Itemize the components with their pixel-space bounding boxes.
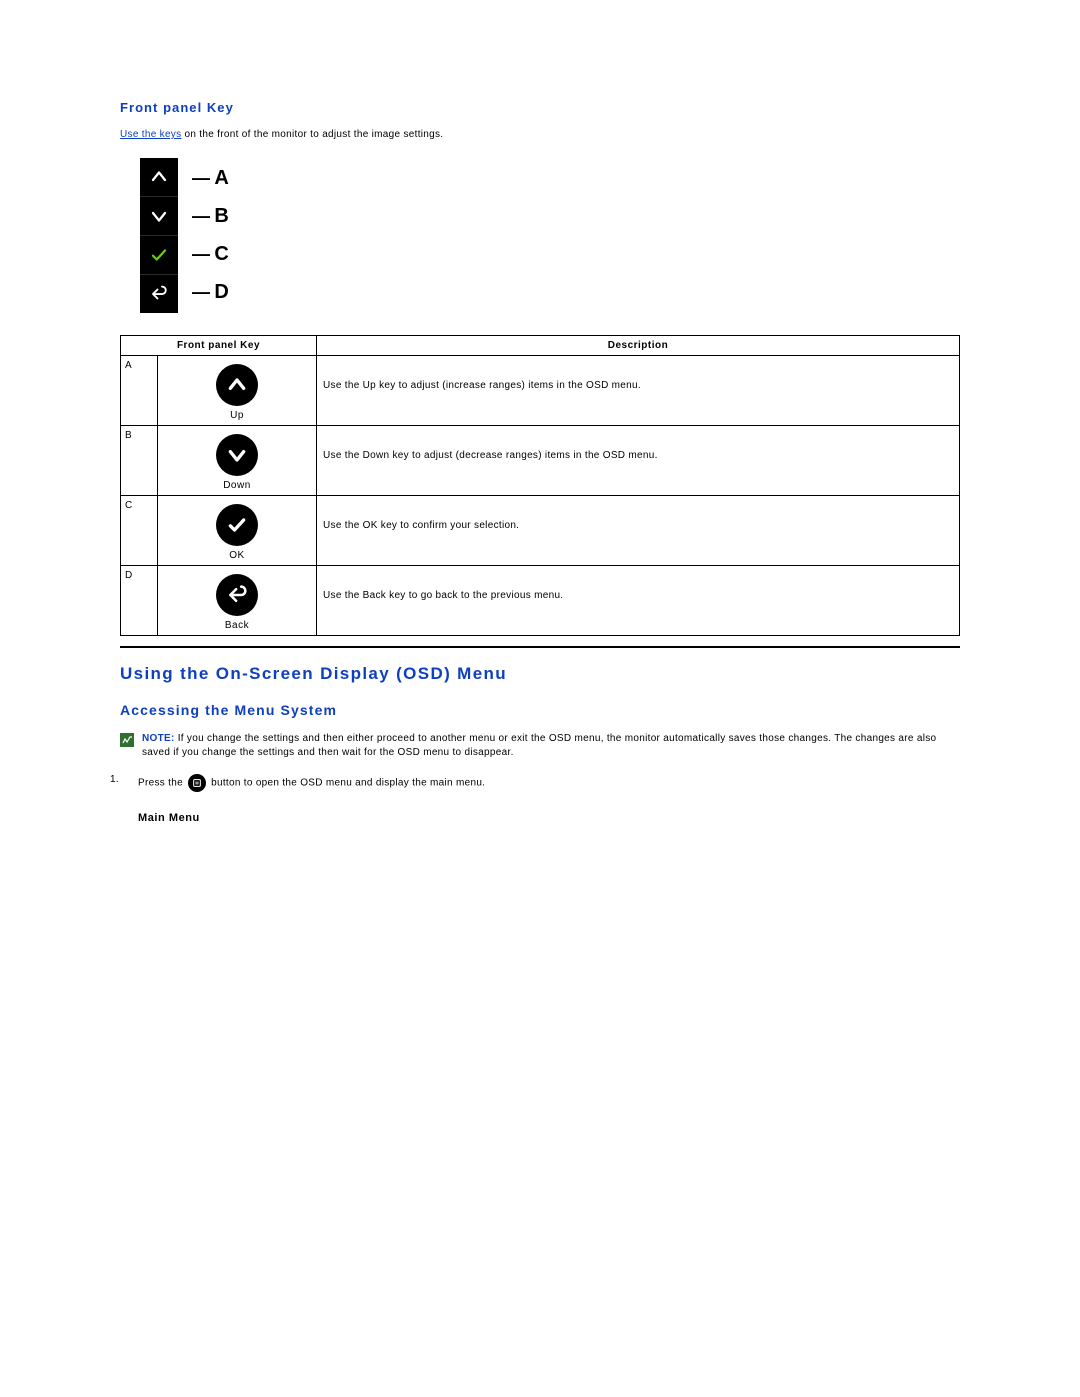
panel-illustration: —A —B —C —D — [140, 158, 960, 313]
row-letter: D — [121, 566, 158, 636]
row-desc: Use the Down key to adjust (decrease ran… — [317, 426, 960, 496]
panel-letter-d: D — [214, 281, 229, 304]
front-panel-key-heading: Front panel Key — [120, 100, 960, 115]
table-row: B Down Use the Down key to adjust (decre… — [121, 426, 960, 496]
note-block: NOTE: If you change the settings and the… — [120, 732, 960, 760]
row-icon-cell: OK — [158, 496, 317, 566]
note-icon — [120, 733, 134, 747]
panel-strip — [140, 158, 178, 313]
row-desc: Use the OK key to confirm your selection… — [317, 496, 960, 566]
panel-cell-down — [140, 197, 178, 236]
ok-button-icon — [216, 504, 258, 546]
step-content: Press the button to open the OSD menu an… — [138, 774, 485, 828]
note-label: NOTE: — [142, 733, 175, 744]
panel-letter-a: A — [214, 167, 229, 190]
use-the-keys-link[interactable]: Use the keys — [120, 129, 181, 140]
header-desc: Description — [317, 336, 960, 356]
row-letter: B — [121, 426, 158, 496]
back-button-icon — [216, 574, 258, 616]
label-tick: — — [192, 282, 210, 303]
panel-letter-c: C — [214, 243, 229, 266]
table-header-row: Front panel Key Description — [121, 336, 960, 356]
front-panel-key-table: Front panel Key Description A Up Use the… — [120, 335, 960, 636]
row-icon-cell: Back — [158, 566, 317, 636]
back-arrow-icon — [150, 285, 168, 303]
osd-menu-heading: Using the On-Screen Display (OSD) Menu — [120, 664, 960, 684]
step-number: 1. — [110, 774, 124, 828]
panel-label-column: —A —B —C —D — [192, 160, 229, 312]
panel-cell-ok — [140, 236, 178, 275]
panel-cell-up — [140, 158, 178, 197]
row-icon-cell: Down — [158, 426, 317, 496]
menu-button-icon — [188, 774, 206, 792]
row-caption: Up — [162, 410, 312, 421]
label-tick: — — [192, 244, 210, 265]
caret-down-icon — [150, 207, 168, 225]
row-caption: OK — [162, 550, 312, 561]
row-letter: A — [121, 356, 158, 426]
step-text-after: button to open the OSD menu and display … — [211, 778, 485, 789]
divider — [120, 646, 960, 648]
note-text: NOTE: If you change the settings and the… — [142, 732, 960, 760]
panel-letter-b: B — [214, 205, 229, 228]
label-tick: — — [192, 206, 210, 227]
step-row: 1. Press the button to open the OSD menu… — [110, 774, 960, 828]
down-button-icon — [216, 434, 258, 476]
table-row: D Back Use the Back key to go back to th… — [121, 566, 960, 636]
table-row: A Up Use the Up key to adjust (increase … — [121, 356, 960, 426]
label-tick: — — [192, 168, 210, 189]
row-icon-cell: Up — [158, 356, 317, 426]
row-desc: Use the Back key to go back to the previ… — [317, 566, 960, 636]
row-caption: Back — [162, 620, 312, 631]
row-letter: C — [121, 496, 158, 566]
row-desc: Use the Up key to adjust (increase range… — [317, 356, 960, 426]
lead-text: Use the keys on the front of the monitor… — [120, 129, 960, 140]
table-row: C OK Use the OK key to confirm your sele… — [121, 496, 960, 566]
step-text-before: Press the — [138, 778, 186, 789]
check-icon — [150, 246, 168, 264]
row-caption: Down — [162, 480, 312, 491]
main-menu-label: Main Menu — [138, 810, 485, 828]
up-button-icon — [216, 364, 258, 406]
caret-up-icon — [150, 168, 168, 186]
accessing-menu-heading: Accessing the Menu System — [120, 702, 960, 718]
header-key: Front panel Key — [121, 336, 317, 356]
panel-cell-back — [140, 275, 178, 313]
note-body: If you change the settings and then eith… — [142, 733, 936, 758]
lead-text-rest: on the front of the monitor to adjust th… — [181, 129, 443, 140]
